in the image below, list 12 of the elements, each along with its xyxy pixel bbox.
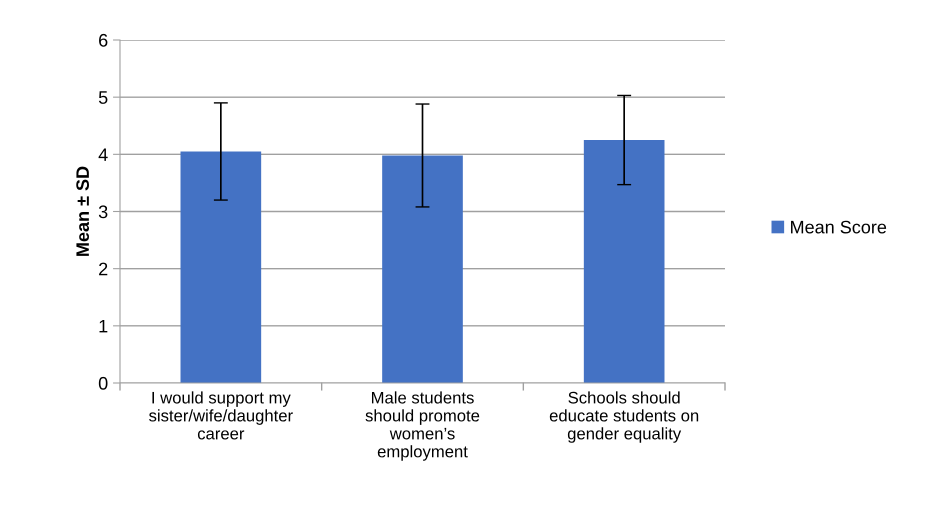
legend-label: Mean Score bbox=[791, 220, 886, 234]
x-tick-label: Male students should promote women’s employment bbox=[366, 391, 480, 461]
y-tick-label: 0 bbox=[98, 376, 108, 390]
x-tick-label: Schools should educate students on gender equality bbox=[550, 391, 698, 443]
y-tick-label: 5 bbox=[98, 91, 108, 104]
y-tick-label: 4 bbox=[98, 148, 108, 161]
y-tick-label: 6 bbox=[99, 34, 108, 47]
y-tick-label: 1 bbox=[100, 320, 108, 332]
y-tick-label: 3 bbox=[98, 205, 108, 218]
x-tick-label: I would support my sister/wife/daughter career bbox=[149, 391, 293, 440]
y-axis-title: Mean ± SD bbox=[76, 166, 90, 256]
y-tick-label: 2 bbox=[99, 262, 108, 276]
